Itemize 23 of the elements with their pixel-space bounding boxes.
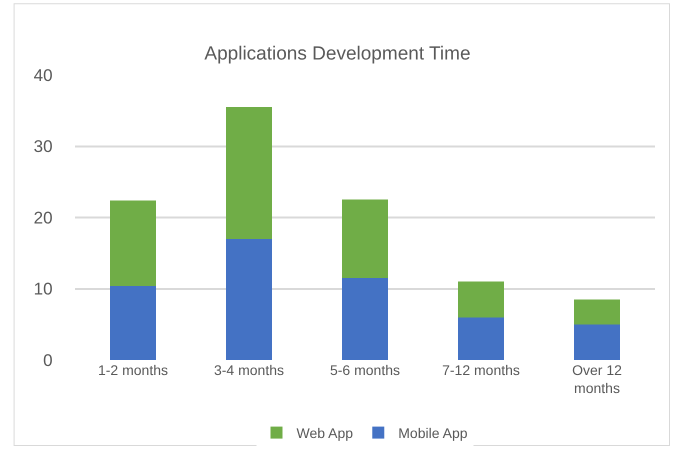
y-tick-label: 30 [34, 137, 53, 156]
bar [342, 278, 388, 360]
x-tick-label: Over 12 months [572, 362, 622, 396]
x-tick-label: 7-12 months [442, 362, 520, 378]
x-tick-label: 5-6 months [330, 362, 400, 378]
bar [574, 299, 620, 324]
y-tick-label: 20 [34, 208, 53, 228]
chart-title: Applications Development Time [204, 43, 471, 64]
bar [342, 200, 388, 278]
bar [458, 317, 504, 360]
y-tick-label: 0 [43, 350, 53, 370]
y-tick-label: 40 [34, 66, 53, 85]
x-tick-label: 3-4 months [214, 362, 284, 378]
bar [110, 200, 156, 286]
x-tick-label: 1-2 months [98, 362, 168, 378]
bar [110, 286, 156, 360]
y-tick-label: 10 [34, 280, 53, 299]
bar [226, 238, 272, 360]
legend-label: Mobile App [398, 425, 468, 442]
legend-label: Web App [296, 425, 354, 442]
bar [458, 282, 504, 318]
bar [226, 107, 272, 239]
bar [574, 324, 620, 360]
